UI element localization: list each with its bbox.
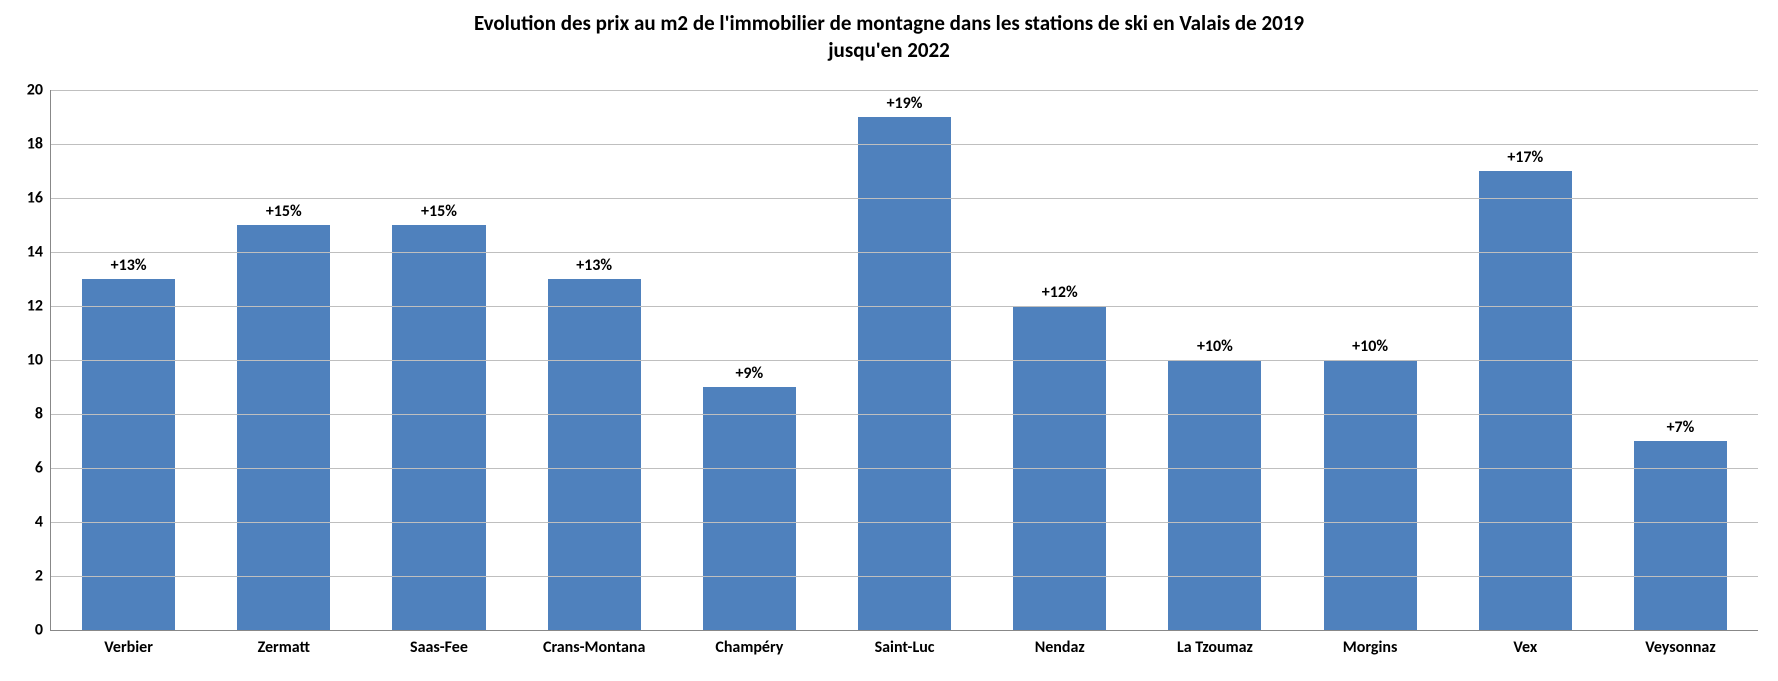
bar: +13% xyxy=(82,279,175,630)
gridline xyxy=(51,576,1758,577)
xtick-label: La Tzoumaz xyxy=(1177,638,1253,657)
xtick-label: Verbier xyxy=(104,638,153,657)
xtick-label: Saint-Luc xyxy=(875,638,935,657)
xtick-label: Morgins xyxy=(1343,638,1398,657)
bar-data-label: +19% xyxy=(887,94,923,113)
bar-data-label: +13% xyxy=(576,256,612,275)
ytick-label: 0 xyxy=(35,621,51,640)
ytick-label: 8 xyxy=(35,405,51,424)
ytick-label: 18 xyxy=(27,135,51,154)
bar: +15% xyxy=(392,225,485,630)
gridline xyxy=(51,522,1758,523)
bar: +9% xyxy=(703,387,796,630)
bar: +15% xyxy=(237,225,330,630)
bar: +19% xyxy=(858,117,951,630)
chart-title-line1: Evolution des prix au m2 de l'immobilier… xyxy=(0,10,1778,37)
bar-data-label: +10% xyxy=(1197,337,1233,356)
bar-data-label: +15% xyxy=(421,202,457,221)
chart-container: Evolution des prix au m2 de l'immobilier… xyxy=(0,0,1778,681)
ytick-label: 10 xyxy=(27,351,51,370)
gridline xyxy=(51,414,1758,415)
chart-title: Evolution des prix au m2 de l'immobilier… xyxy=(0,0,1778,65)
bar: +17% xyxy=(1479,171,1572,630)
plot-area: +13%Verbier+15%Zermatt+15%Saas-Fee+13%Cr… xyxy=(50,90,1758,631)
gridline xyxy=(51,360,1758,361)
ytick-label: 4 xyxy=(35,513,51,532)
gridline xyxy=(51,198,1758,199)
bar-data-label: +15% xyxy=(266,202,302,221)
gridline xyxy=(51,90,1758,91)
gridline xyxy=(51,306,1758,307)
gridline xyxy=(51,252,1758,253)
bar: +13% xyxy=(548,279,641,630)
ytick-label: 12 xyxy=(27,297,51,316)
xtick-label: Saas-Fee xyxy=(410,638,468,657)
bar: +10% xyxy=(1324,360,1417,630)
xtick-label: Nendaz xyxy=(1035,638,1085,657)
bar-data-label: +9% xyxy=(735,364,763,383)
bar-data-label: +10% xyxy=(1352,337,1388,356)
xtick-label: Crans-Montana xyxy=(543,638,645,657)
gridline xyxy=(51,468,1758,469)
xtick-label: Veysonnaz xyxy=(1645,638,1715,657)
chart-title-line2: jusqu'en 2022 xyxy=(0,37,1778,64)
xtick-label: Vex xyxy=(1513,638,1537,657)
gridline xyxy=(51,144,1758,145)
ytick-label: 2 xyxy=(35,567,51,586)
ytick-label: 6 xyxy=(35,459,51,478)
bar: +7% xyxy=(1634,441,1727,630)
xtick-label: Zermatt xyxy=(258,638,310,657)
bar-data-label: +7% xyxy=(1667,418,1695,437)
bar-data-label: +12% xyxy=(1042,283,1078,302)
ytick-label: 20 xyxy=(27,81,51,100)
xtick-label: Champéry xyxy=(715,638,783,657)
bar-data-label: +17% xyxy=(1507,148,1543,167)
bar-data-label: +13% xyxy=(111,256,147,275)
ytick-label: 16 xyxy=(27,189,51,208)
ytick-label: 14 xyxy=(27,243,51,262)
bar: +10% xyxy=(1168,360,1261,630)
